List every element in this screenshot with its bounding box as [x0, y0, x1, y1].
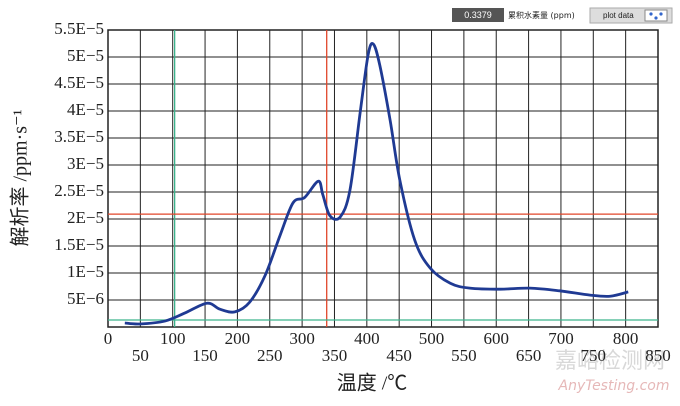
x-tick-label: 400 [354, 329, 380, 348]
x-tick-label: 650 [516, 346, 542, 365]
watermark: AnyTesting.com [558, 378, 670, 394]
x-tick-label: 100 [160, 329, 186, 348]
readout-box [452, 8, 504, 22]
readout-label: 累积水素量 (ppm) [508, 10, 575, 20]
y-tick-label: 3.5E−5 [54, 127, 104, 146]
x-tick-label: 600 [483, 329, 509, 348]
y-tick-label: 2E−5 [67, 208, 104, 227]
x-axis-label: 温度 /℃ [337, 372, 408, 395]
x-tick-label: 800 [613, 329, 639, 348]
x-tick-label: 350 [322, 346, 348, 365]
button-icon[interactable] [644, 9, 668, 22]
y-tick-label: 5.5E−5 [54, 19, 104, 38]
x-tick-label: 850 [645, 346, 671, 365]
y-tick-label: 3E−5 [67, 154, 104, 173]
icon-dot [654, 16, 658, 20]
icon-dot [649, 12, 653, 16]
x-tick-label: 250 [257, 346, 283, 365]
x-tick-label: 200 [225, 329, 251, 348]
watermark: 嘉峪检测网 [555, 349, 665, 374]
x-tick-label: 150 [192, 346, 218, 365]
y-tick-label: 4.5E−5 [54, 73, 104, 92]
x-tick-label: 50 [132, 346, 149, 365]
data-line [124, 42, 629, 326]
y-axis-label: 解析率 /ppm·s⁻¹ [9, 109, 32, 246]
x-tick-label: 0 [104, 329, 113, 348]
x-tick-label: 500 [419, 329, 445, 348]
y-tick-label: 1.5E−5 [54, 235, 104, 254]
x-tick-label: 450 [386, 346, 412, 365]
x-tick-label: 750 [581, 346, 607, 365]
y-tick-label: 5E−6 [67, 289, 104, 308]
y-tick-label: 1E−5 [67, 262, 104, 281]
y-tick-label: 4E−5 [67, 100, 104, 119]
x-tick-label: 300 [289, 329, 315, 348]
icon-dot [659, 12, 663, 16]
button-label[interactable]: plot data [603, 11, 634, 20]
readout: 0.3379 [464, 10, 492, 20]
y-tick-label: 5E−5 [67, 46, 104, 65]
x-tick-label: 550 [451, 346, 477, 365]
x-tick-label: 700 [548, 329, 574, 348]
y-tick-label: 2.5E−5 [54, 181, 104, 200]
